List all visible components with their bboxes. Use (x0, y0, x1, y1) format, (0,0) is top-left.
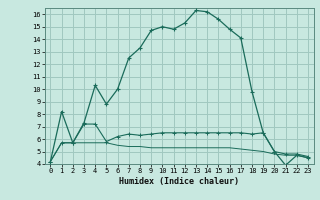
X-axis label: Humidex (Indice chaleur): Humidex (Indice chaleur) (119, 177, 239, 186)
